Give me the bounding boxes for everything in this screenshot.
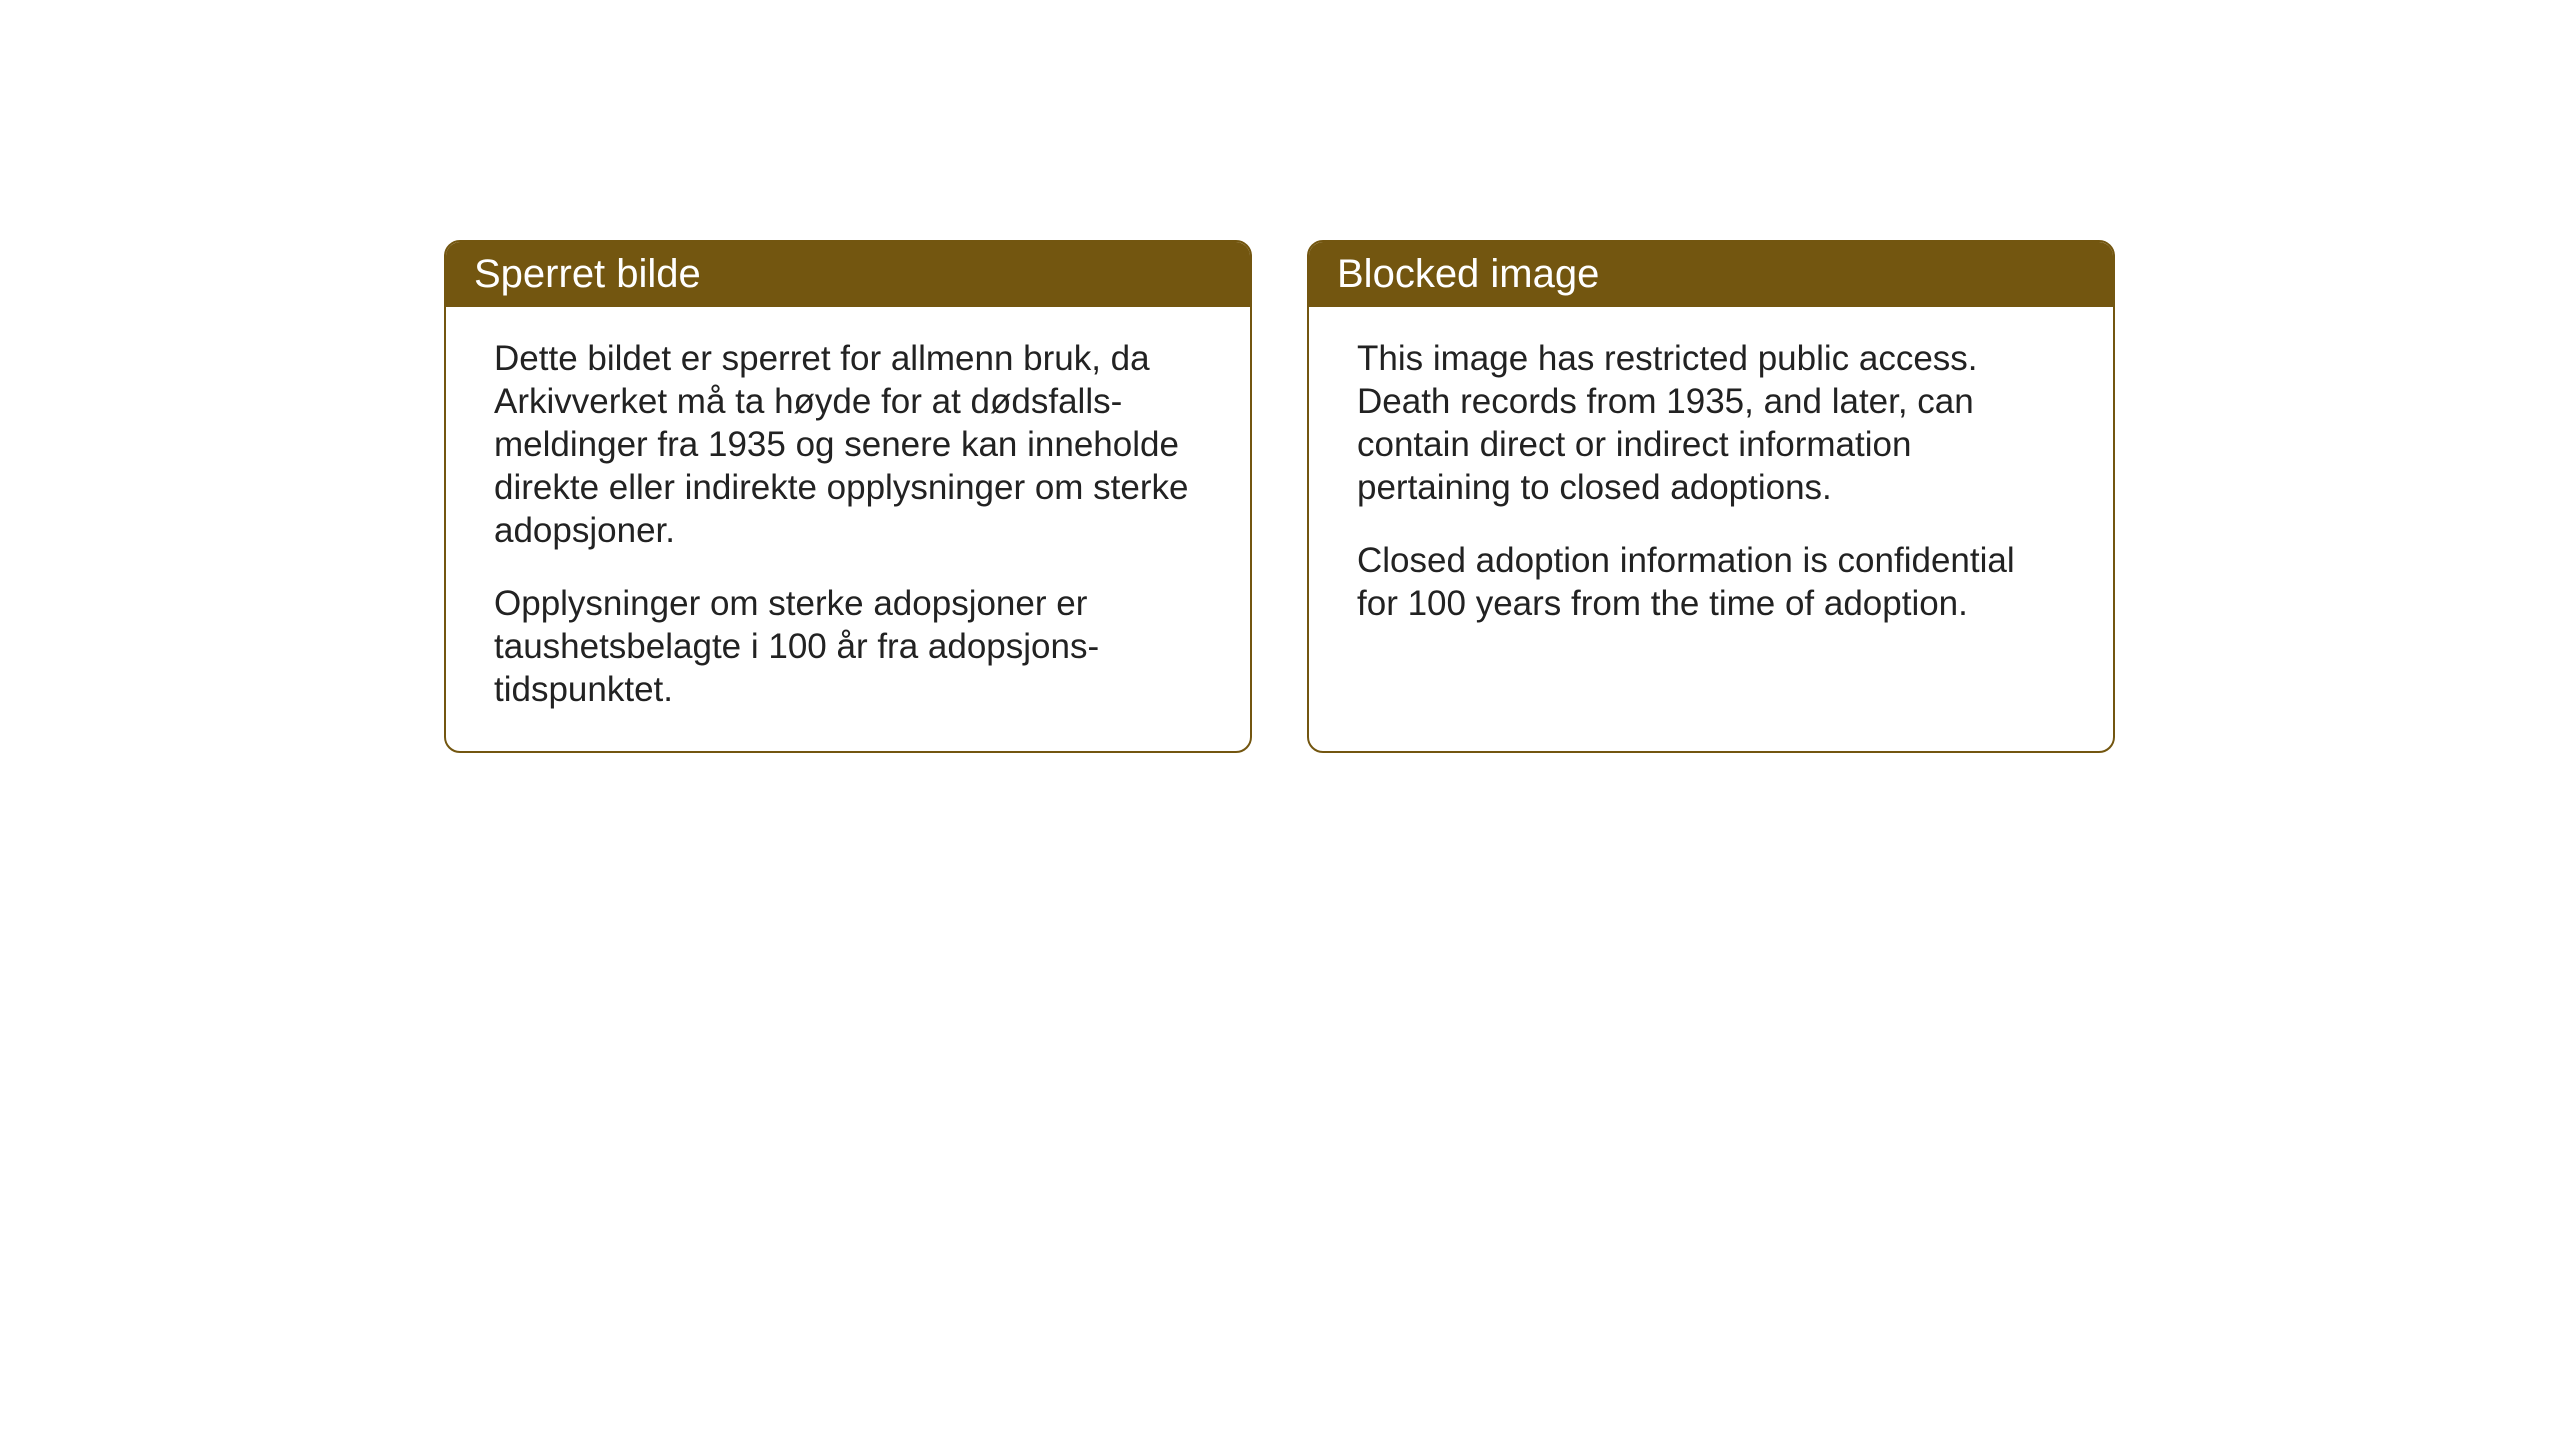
norwegian-paragraph-2: Opplysninger om sterke adopsjoner er tau… bbox=[494, 582, 1202, 711]
norwegian-paragraph-1: Dette bildet er sperret for allmenn bruk… bbox=[494, 337, 1202, 552]
english-paragraph-2: Closed adoption information is confident… bbox=[1357, 539, 2065, 625]
english-card-title: Blocked image bbox=[1309, 242, 2113, 307]
english-paragraph-1: This image has restricted public access.… bbox=[1357, 337, 2065, 509]
notice-container: Sperret bilde Dette bildet er sperret fo… bbox=[444, 240, 2115, 753]
norwegian-card-body: Dette bildet er sperret for allmenn bruk… bbox=[446, 307, 1250, 751]
english-notice-card: Blocked image This image has restricted … bbox=[1307, 240, 2115, 753]
english-card-body: This image has restricted public access.… bbox=[1309, 307, 2113, 665]
norwegian-card-title: Sperret bilde bbox=[446, 242, 1250, 307]
norwegian-notice-card: Sperret bilde Dette bildet er sperret fo… bbox=[444, 240, 1252, 753]
